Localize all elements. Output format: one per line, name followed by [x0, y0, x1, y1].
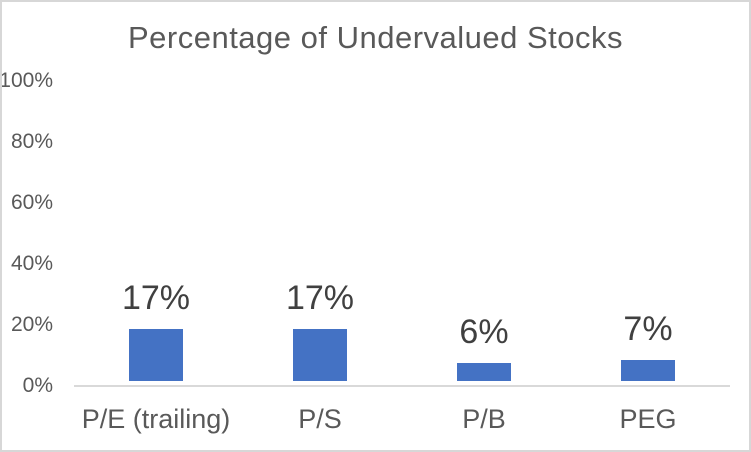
y-tick-label: 80%: [10, 130, 53, 153]
category-label: P/B: [462, 404, 506, 434]
x-axis-line: [74, 385, 730, 387]
y-tick-label: 20%: [10, 313, 53, 336]
bar-3: [621, 359, 675, 381]
data-label: 6%: [459, 312, 509, 351]
category-label: P/S: [298, 404, 342, 434]
data-label: 17%: [121, 279, 191, 318]
data-label: 17%: [285, 279, 355, 318]
data-label: 7%: [623, 309, 673, 348]
bar-2: [457, 362, 511, 381]
y-tick-label: 40%: [10, 252, 53, 275]
y-tick-label: 0%: [22, 374, 53, 397]
bar-1: [293, 329, 347, 381]
y-tick-label: 60%: [10, 191, 53, 214]
y-tick-label: 100%: [0, 69, 53, 92]
category-label: PEG: [619, 404, 677, 434]
category-label: P/E (trailing): [81, 404, 231, 434]
chart-title: Percentage of Undervalued Stocks: [127, 20, 624, 55]
bar-0: [129, 329, 183, 381]
